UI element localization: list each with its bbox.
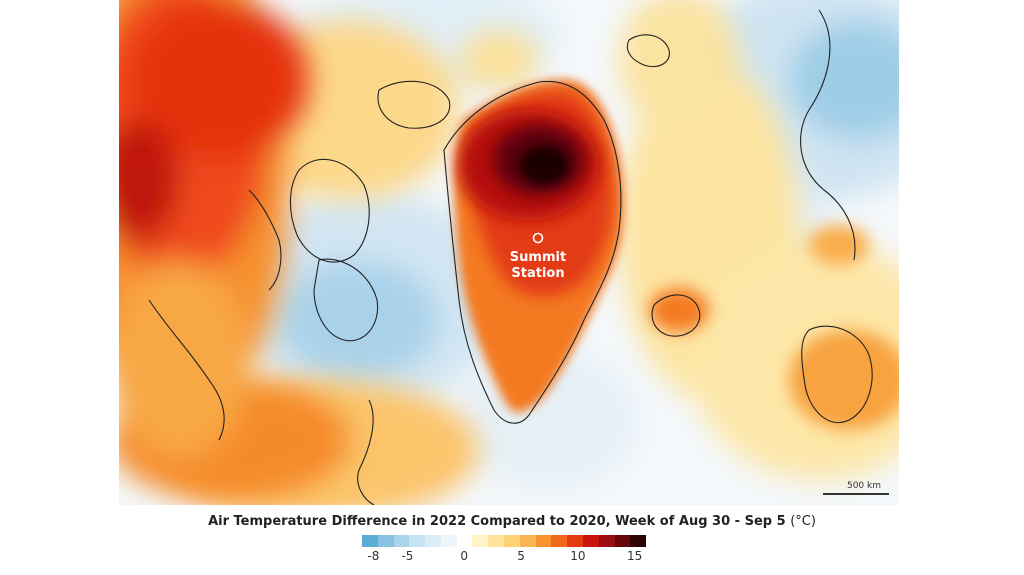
greenland-hot-anomaly (454, 79, 624, 413)
colorbar-bin (582, 535, 599, 547)
colorbar-bin (504, 535, 520, 547)
colorbar-tick-label: 5 (517, 549, 525, 563)
colorbar-bin (362, 535, 378, 547)
colorbar-tick-label: -8 (367, 549, 380, 563)
colorbar-bin (409, 535, 426, 547)
colorbar-bin (440, 535, 457, 547)
colorbar-bin (456, 535, 473, 547)
summit-station-marker: Summit Station (510, 232, 566, 281)
colorbar (362, 535, 647, 547)
colorbar-bin (630, 535, 647, 547)
colorbar-tick-label: -5 (401, 549, 414, 563)
scale-bar-label: 500 km (846, 481, 881, 491)
colorbar-bin (614, 535, 631, 547)
colorbar-bin (598, 535, 615, 547)
colorbar-bin (377, 535, 394, 547)
colorbar-tick-label: 0 (460, 549, 469, 563)
colorbar-bin (519, 535, 536, 547)
colorbar-bin (488, 535, 505, 547)
colorbar-bin (567, 535, 583, 547)
colorbar-bin (535, 535, 552, 547)
temperature-map: Summit Station 500 km (119, 0, 899, 505)
colorbar-bin (393, 535, 410, 547)
legend-title-text: Air Temperature Difference in 2022 Compa… (208, 514, 786, 529)
scale-bar (823, 493, 889, 495)
marker-label-line2: Station (511, 266, 564, 281)
colorbar-tick-label: 15 (626, 549, 643, 563)
colorbar-tick-label: 10 (570, 549, 586, 563)
coastlines (148, 9, 873, 505)
colorbar-bin (425, 535, 441, 547)
colorbar-bin (551, 535, 568, 547)
marker-circle (532, 232, 544, 244)
colorbar-ticks: -8 -5 0 5 10 15 (362, 549, 646, 567)
legend-title: Air Temperature Difference in 2022 Compa… (0, 514, 1024, 529)
western-warm-region (119, 0, 349, 500)
marker-label-line1: Summit (510, 250, 566, 265)
colorbar-bin (472, 535, 489, 547)
map-graphic: Summit Station (119, 0, 899, 505)
legend-unit: (°C) (790, 514, 816, 529)
